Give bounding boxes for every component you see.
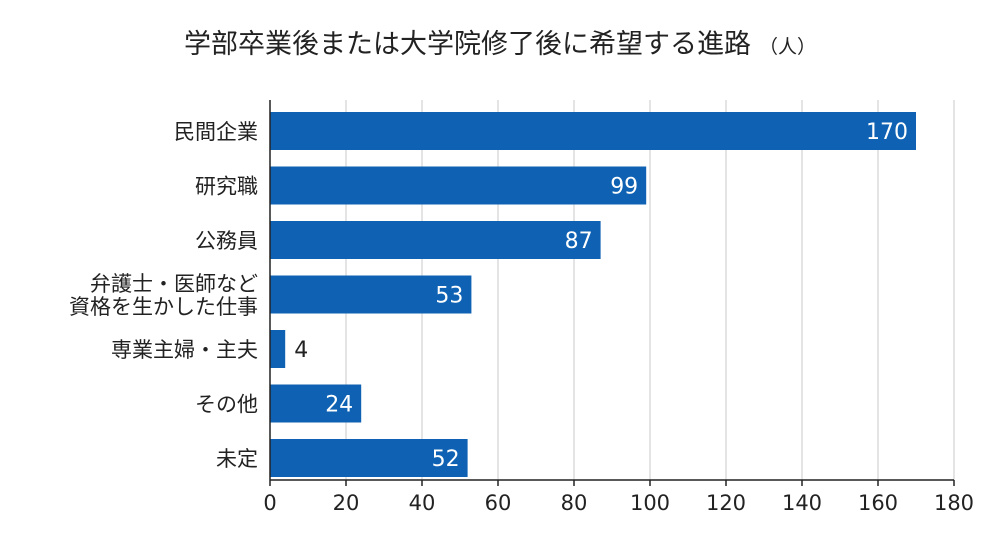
bar bbox=[270, 221, 601, 259]
bar bbox=[270, 166, 647, 205]
bar bbox=[270, 439, 468, 477]
category-label: 未定 bbox=[216, 447, 258, 471]
x-tick-label: 180 bbox=[934, 491, 974, 515]
bar bbox=[270, 384, 362, 423]
category-label: 弁護士・医師など bbox=[90, 272, 258, 296]
x-tick-label: 160 bbox=[858, 491, 898, 515]
bar-value-label: 170 bbox=[866, 120, 908, 145]
category-label: 専業主婦・主夫 bbox=[111, 338, 258, 362]
x-tick-label: 80 bbox=[561, 491, 588, 515]
bar-value-label: 4 bbox=[294, 338, 308, 363]
category-label: その他 bbox=[195, 393, 258, 417]
chart-title: 学部卒業後または大学院修了後に希望する進路 （人） bbox=[0, 22, 1000, 61]
x-tick-label: 120 bbox=[706, 491, 746, 515]
bar bbox=[270, 112, 916, 150]
category-label: 資格を生かした仕事 bbox=[69, 295, 258, 319]
bar-value-label: 99 bbox=[610, 175, 638, 200]
x-tick-label: 40 bbox=[409, 491, 436, 515]
x-tick-label: 20 bbox=[333, 491, 360, 515]
category-label: 公務員 bbox=[195, 229, 258, 253]
x-tick-label: 100 bbox=[630, 491, 670, 515]
bar-value-label: 53 bbox=[435, 284, 463, 309]
bar bbox=[270, 275, 472, 314]
x-tick-label: 0 bbox=[263, 491, 276, 515]
x-tick-label: 140 bbox=[782, 491, 822, 515]
category-label: 研究職 bbox=[195, 175, 258, 199]
x-tick-label: 60 bbox=[485, 491, 512, 515]
bar bbox=[270, 330, 286, 368]
category-label: 民間企業 bbox=[174, 120, 258, 144]
bar-value-label: 87 bbox=[565, 229, 593, 254]
chart-title-text: 学部卒業後または大学院修了後に希望する進路 bbox=[183, 29, 751, 60]
chart-unit-label: （人） bbox=[758, 36, 816, 58]
bar-value-label: 24 bbox=[325, 393, 353, 418]
bar-value-label: 52 bbox=[432, 447, 460, 472]
